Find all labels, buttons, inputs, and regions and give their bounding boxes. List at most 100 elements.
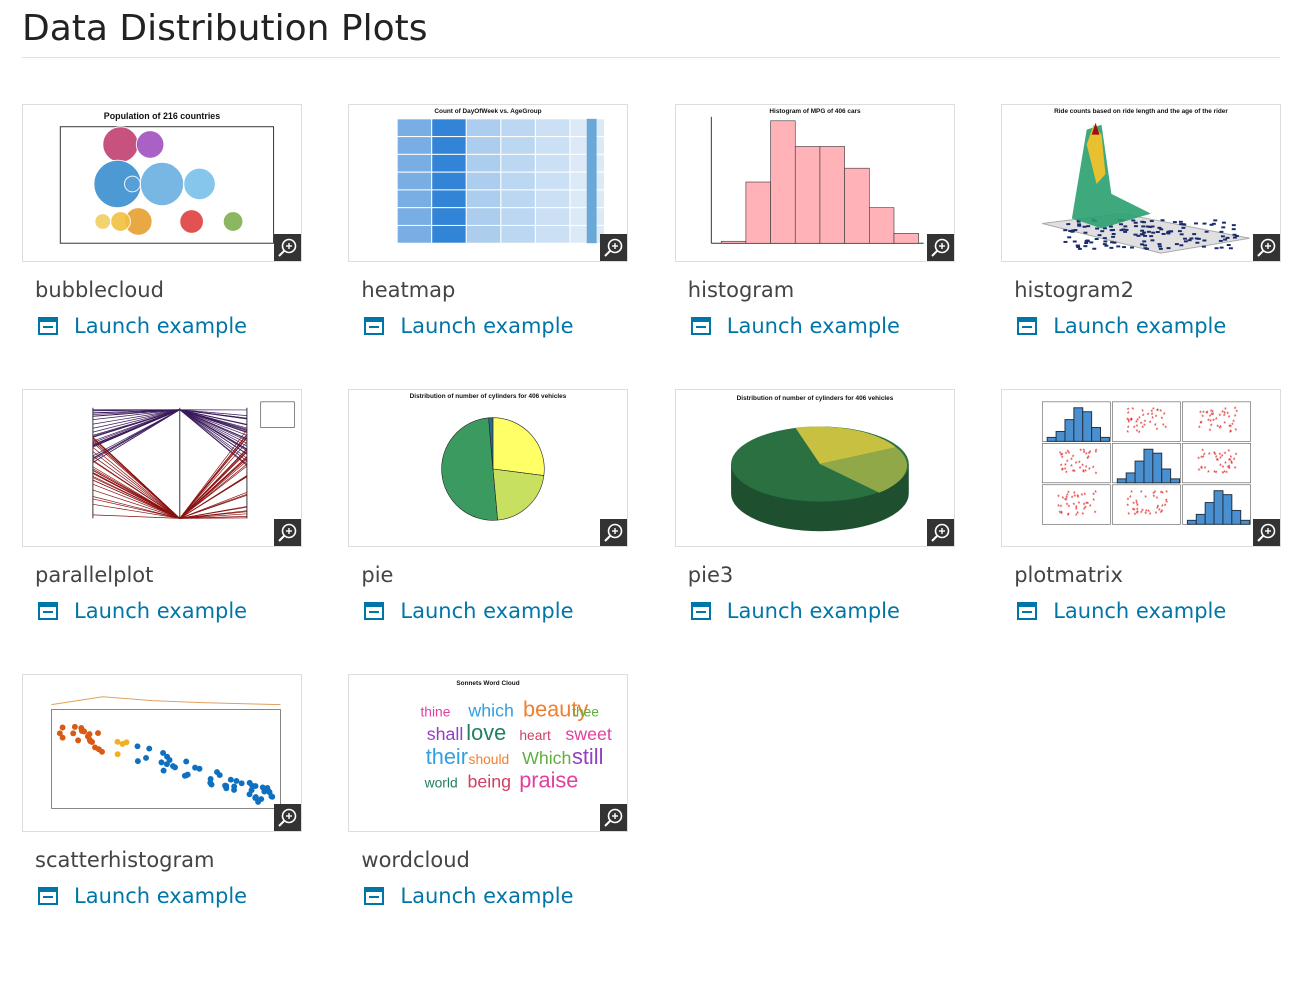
marker: * — [1057, 504, 1060, 511]
thumbnail-shape — [1209, 223, 1214, 226]
marker: * — [1198, 468, 1201, 475]
thumbnail[interactable]: Distribution of number of cylinders for … — [348, 389, 629, 547]
thumbnail-shape — [179, 209, 204, 234]
zoom-button[interactable] — [1253, 234, 1281, 261]
thumbnail[interactable] — [22, 389, 302, 547]
marker: * — [1077, 495, 1080, 502]
thumbnail-shape — [1063, 229, 1068, 232]
thumbnail-shape — [1121, 228, 1126, 231]
thumbnail-shape — [1136, 234, 1141, 237]
launch-link[interactable]: Launch example — [364, 599, 574, 623]
thumbnail-shape — [86, 736, 93, 743]
zoom-button[interactable] — [926, 234, 954, 261]
launch-link[interactable]: Launch example — [690, 314, 900, 338]
thumbnail-shape — [1092, 247, 1097, 250]
thumbnail-shape — [1149, 235, 1154, 238]
thumbnail-shape — [1219, 230, 1224, 233]
zoom-button[interactable] — [600, 519, 628, 546]
launch-text: Launch example — [1053, 314, 1227, 338]
thumbnail-word: shall — [427, 724, 464, 744]
example-name: pie — [361, 563, 394, 587]
thumbnail-shape — [1100, 436, 1111, 442]
thumbnail-shape — [79, 728, 85, 734]
marker: * — [1228, 424, 1231, 431]
marker: * — [1165, 490, 1168, 497]
thumbnail-shape — [500, 207, 537, 226]
zoom-button[interactable] — [274, 234, 301, 261]
thumbnail[interactable]: Ride counts based on ride length and the… — [1001, 104, 1282, 262]
zoom-button[interactable] — [926, 519, 954, 546]
marker: * — [1223, 470, 1226, 477]
thumbnail-shape — [1219, 246, 1224, 249]
thumbnail-shape — [102, 126, 139, 163]
thumbnail-shape — [1160, 219, 1165, 222]
thumbnail-shape — [466, 224, 502, 244]
thumbnail[interactable]: Histogram of MPG of 406 cars — [674, 104, 955, 262]
thumbnail-word: should — [469, 751, 510, 767]
zoom-button[interactable] — [600, 804, 628, 831]
thumbnail-shape — [1076, 245, 1081, 248]
thumbnail-shape — [431, 224, 468, 244]
marker: * — [1217, 458, 1220, 465]
marker: * — [1209, 429, 1212, 436]
marker: * — [1224, 411, 1227, 418]
thumbnail-shape — [1213, 219, 1218, 222]
marker: * — [1151, 416, 1154, 423]
example-name: scatterhistogram — [35, 848, 215, 872]
thumbnail-shape — [1179, 223, 1184, 226]
thumbnail-shape — [535, 189, 571, 209]
marker: * — [1088, 467, 1091, 474]
thumbnail-shape — [1103, 240, 1108, 243]
launch-link[interactable]: Launch example — [1017, 599, 1226, 623]
marker: * — [1156, 427, 1159, 434]
marker: * — [1060, 505, 1063, 512]
thumbnail-shape — [868, 207, 895, 244]
thumbnail-shape — [169, 763, 176, 770]
marker: * — [1211, 413, 1214, 420]
launch-link[interactable]: Launch example — [364, 314, 574, 338]
marker: * — [1224, 421, 1227, 428]
thumbnail-shape — [1235, 234, 1240, 237]
marker: * — [1094, 510, 1097, 517]
marker: * — [1212, 413, 1215, 420]
thumbnail-shape — [397, 118, 433, 138]
marker: * — [1209, 414, 1212, 421]
zoom-button[interactable] — [274, 804, 301, 831]
marker: * — [1160, 511, 1163, 518]
zoom-button[interactable] — [600, 234, 628, 261]
thumbnail-shape — [1226, 244, 1231, 247]
thumbnail-shape — [500, 153, 537, 173]
launch-text: Launch example — [400, 599, 574, 623]
zoom-button[interactable] — [1253, 519, 1281, 546]
thumbnail-shape — [1192, 233, 1197, 236]
marker: * — [1151, 413, 1154, 420]
thumbnail-shape — [1229, 247, 1234, 250]
thumbnail-shape — [1104, 244, 1109, 247]
thumbnail[interactable]: Count of DayOfWeek vs. AgeGroup — [348, 104, 629, 262]
marker: * — [1133, 426, 1136, 433]
marker: * — [1219, 414, 1222, 421]
marker: * — [1198, 425, 1201, 432]
launch-link[interactable]: Launch example — [1017, 314, 1226, 338]
thumbnail-shape — [1161, 232, 1166, 235]
launch-link[interactable]: Launch example — [364, 884, 574, 908]
thumbnail-shape — [1240, 519, 1251, 525]
thumbnail[interactable]: Population of 216 countries — [22, 104, 302, 262]
marker: * — [1094, 490, 1097, 497]
zoom-icon — [604, 238, 623, 257]
launch-link[interactable]: Launch example — [38, 314, 247, 338]
thumbnail-shape — [1064, 419, 1075, 442]
thumbnail[interactable] — [22, 674, 302, 832]
zoom-icon — [278, 238, 297, 257]
thumbnail[interactable]: * * * * * * * * * * * * * * * * * * * * * * * * * * * * * * * * * * * * * * * *… — [1001, 389, 1282, 547]
launch-link[interactable]: Launch example — [690, 599, 900, 623]
zoom-button[interactable] — [274, 519, 301, 546]
thumbnail[interactable]: Distribution of number of cylinders for … — [674, 389, 955, 547]
thumbnail[interactable]: Sonnets Word Cloud thine which beauty thee sh… — [348, 674, 629, 832]
marker: * — [1156, 496, 1159, 503]
launch-link[interactable]: Launch example — [38, 884, 247, 908]
marker: * — [1072, 455, 1075, 462]
launch-link[interactable]: Launch example — [38, 599, 247, 623]
thumbnail-shape — [164, 753, 171, 760]
thumbnail-shape — [535, 224, 571, 244]
